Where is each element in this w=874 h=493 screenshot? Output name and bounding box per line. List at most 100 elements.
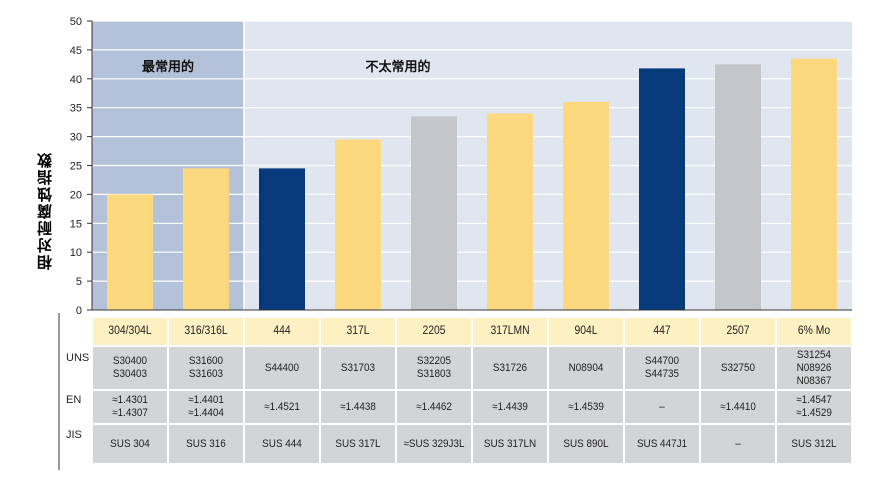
table-cell: ≈1.4439 [476, 391, 544, 423]
table-cell: SUS 890L [552, 425, 620, 463]
table-cell-bg [397, 347, 471, 389]
table-cell: S31703 [324, 347, 392, 389]
table-cell: S30400 S30403 [96, 347, 164, 389]
table-cell-bg [245, 347, 319, 389]
cell-line: S31803 [416, 368, 452, 380]
cell-line: ≈1.4401 [188, 394, 224, 406]
cell-line: 2205 [422, 325, 446, 337]
y-tick-label: 35 [70, 103, 82, 115]
cell-line: 444 [273, 325, 291, 337]
cell-line: ≈1.4547 [796, 394, 832, 406]
y-tick-label: 0 [76, 305, 82, 317]
cell-line: SUS 890L [563, 437, 609, 450]
cell-line: – [735, 437, 741, 450]
cell-line: ≈SUS 329J3L [403, 437, 465, 450]
cell-line: ≈1.4462 [416, 400, 452, 413]
cell-line: ≈1.4439 [492, 400, 528, 413]
bar [715, 64, 761, 310]
table-cell-bg [625, 425, 699, 463]
table-cell: SUS 316 [172, 425, 240, 463]
cell-line: N08904 [568, 361, 604, 374]
table-cell: ≈1.4547 ≈1.4529 [780, 391, 848, 423]
table-header-cell-bg [93, 318, 167, 345]
cell-line: SUS 304 [110, 437, 150, 450]
table-cell: – [628, 391, 696, 423]
table-cell: S31600 S31603 [172, 347, 240, 389]
table-header-cell-bg [245, 318, 319, 345]
cell-line: 317LMN [490, 325, 530, 337]
y-tick-label: 15 [70, 218, 82, 230]
cell-line: 317L [346, 325, 370, 337]
table-header-cell-bg [701, 318, 775, 345]
y-tick-label: 20 [70, 189, 82, 201]
table-cell-bg [777, 425, 851, 463]
cell-line: S30400 [112, 355, 148, 367]
cell-line: S31254 [796, 348, 832, 361]
cell-line: S31703 [340, 361, 376, 374]
cell-line: S30403 [112, 368, 148, 380]
table-cell-bg [777, 347, 851, 389]
table-cell: – [704, 425, 772, 463]
x-tick-label: 316/316L [172, 318, 240, 345]
cell-line: 2507 [726, 325, 750, 337]
cell-line: ≈1.4539 [568, 400, 604, 413]
cell-line: S44700 [644, 355, 680, 367]
y-tick-label: 10 [70, 247, 82, 259]
table-cell-bg [321, 425, 395, 463]
table-cell: S44700 S44735 [628, 347, 696, 389]
table-cell: SUS 317L [324, 425, 392, 463]
cell-line: S32750 [720, 361, 756, 374]
cell-line: 304/304L [108, 325, 152, 337]
table-cell: ≈1.4401 ≈1.4404 [172, 391, 240, 423]
bar [563, 101, 609, 310]
table-cell-bg [245, 425, 319, 463]
bar [639, 68, 685, 311]
cell-line: S32205 [416, 355, 452, 367]
table-header-cell-bg [473, 318, 547, 345]
table-cell-bg [397, 425, 471, 463]
bar [259, 168, 305, 310]
table-cell: SUS 304 [96, 425, 164, 463]
table-cell: SUS 444 [248, 425, 316, 463]
cell-line: N08367 [796, 374, 832, 387]
cell-line: – [659, 400, 665, 413]
y-tick-label: 25 [70, 161, 82, 173]
x-tick-label: 2205 [400, 318, 468, 345]
x-tick-label: 447 [628, 318, 696, 345]
table-cell-bg [625, 347, 699, 389]
table-cell: ≈1.4539 [552, 391, 620, 423]
cell-line: 447 [653, 325, 671, 337]
y-axis-label: 相对耐腐蚀指数 [35, 150, 54, 270]
table-cell: ≈SUS 329J3L [400, 425, 468, 463]
y-tick-label: 50 [70, 16, 82, 28]
cell-line: SUS 447J1 [636, 437, 688, 450]
table-cell-bg [473, 347, 547, 389]
table-cell: S31254 N08926 N08367 [780, 347, 848, 389]
cell-line: ≈1.4404 [188, 407, 224, 419]
y-axis-label-wrap: 相对耐腐蚀指数 [30, 110, 58, 310]
cell-line: ≈1.4529 [796, 407, 832, 419]
y-tick-label: 40 [70, 74, 82, 86]
cell-line: ≈1.4301 [112, 394, 148, 406]
cell-line: S31726 [492, 361, 528, 374]
table-cell-bg [93, 425, 167, 463]
table-cell: S44400 [248, 347, 316, 389]
table-cell-bg [777, 391, 851, 423]
x-tick-label: 304/304L [96, 318, 164, 345]
table-header-cell-bg [397, 318, 471, 345]
cell-line: SUS 312L [791, 437, 837, 450]
table-cell-bg [93, 391, 167, 423]
table-cell: ≈1.4521 [248, 391, 316, 423]
cell-line: ≈1.4307 [112, 407, 148, 419]
table-cell: ≈1.4438 [324, 391, 392, 423]
table-cell-bg [169, 391, 243, 423]
cell-line: SUS 317L [335, 437, 381, 450]
table-row-label: JIS [66, 429, 82, 441]
bar [791, 58, 837, 310]
cell-line: ≈1.4410 [720, 400, 756, 413]
table-cell: ≈1.4462 [400, 391, 468, 423]
cell-line: 316/316L [184, 325, 228, 337]
cell-line: ≈1.4521 [264, 400, 300, 413]
table-cell-bg [169, 425, 243, 463]
